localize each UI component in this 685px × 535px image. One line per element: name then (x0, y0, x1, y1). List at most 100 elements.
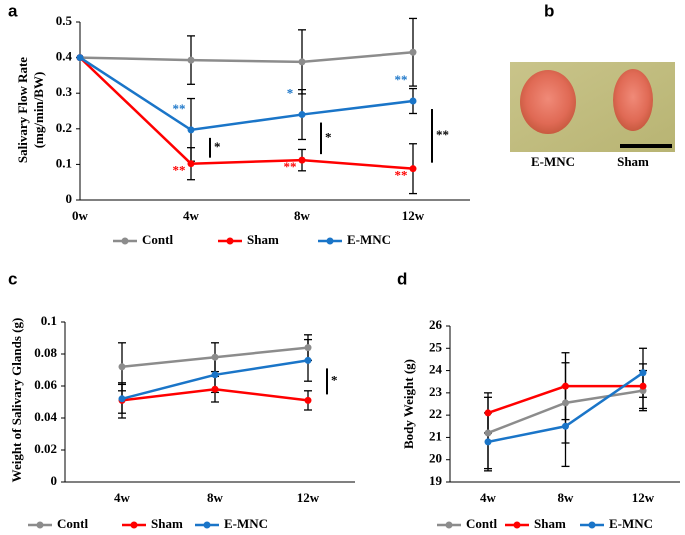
legend-marker (121, 237, 129, 245)
legend-marker (36, 521, 44, 529)
point (76, 54, 84, 62)
point (298, 111, 306, 119)
tissue (520, 70, 576, 134)
bracket-label: * (214, 139, 221, 154)
significance: ** (173, 101, 186, 116)
y-axis-label: (mg/min/BW) (31, 72, 46, 149)
series-line (79, 51, 414, 64)
legend-marker (445, 521, 453, 529)
y-tick-label: 0.2 (56, 120, 72, 135)
legend-marker (588, 521, 596, 529)
y-axis-label: Weight of Salivary Glands (g) (9, 318, 24, 483)
point (211, 385, 219, 393)
panel-label: c (8, 269, 17, 288)
y-tick-label: 0.1 (56, 155, 72, 170)
point (187, 56, 195, 64)
y-tick-label: 0 (66, 191, 73, 206)
y-tick-label: 0.4 (56, 49, 73, 64)
y-tick-label: 23 (429, 384, 443, 399)
photo-label: E-MNC (531, 154, 575, 169)
point (409, 48, 417, 56)
y-tick-label: 26 (429, 317, 443, 332)
legend-marker (130, 521, 138, 529)
y-tick-label: 0.06 (34, 377, 57, 392)
point (187, 126, 195, 134)
point (639, 369, 647, 377)
y-tick-label: 0.3 (56, 84, 73, 99)
point (562, 422, 569, 430)
legend-label: Sham (247, 232, 279, 247)
x-tick-label: 8w (558, 490, 575, 505)
significance: ** (284, 159, 297, 174)
legend-label: Contl (142, 232, 173, 247)
series-line (79, 56, 414, 132)
panel-label: b (544, 1, 554, 20)
y-tick-label: 0.5 (56, 13, 73, 28)
point (304, 396, 312, 404)
point (409, 165, 417, 173)
x-tick-label: 8w (294, 208, 311, 223)
point (562, 382, 569, 390)
point (484, 429, 492, 437)
significance: ** (395, 72, 408, 87)
point (298, 58, 306, 66)
photo-label: Sham (617, 154, 649, 169)
point (298, 156, 306, 164)
point (562, 399, 569, 407)
bracket-label: * (325, 129, 332, 144)
legend-label: Sham (151, 516, 183, 531)
y-tick-label: 22 (429, 406, 442, 421)
point (118, 395, 126, 403)
bracket-label: * (331, 372, 338, 387)
y-tick-label: 20 (429, 451, 442, 466)
x-tick-label: 12w (402, 208, 425, 223)
point (484, 438, 492, 446)
x-tick-label: 8w (207, 490, 224, 505)
y-axis-label: Body Weight (g) (401, 359, 416, 449)
point (187, 160, 195, 168)
y-tick-label: 21 (429, 428, 442, 443)
legend-marker (513, 521, 521, 529)
x-tick-label: 4w (114, 490, 131, 505)
y-tick-label: 0.1 (41, 313, 57, 328)
point (484, 409, 492, 417)
x-tick-label: 4w (183, 208, 200, 223)
series-line (79, 56, 414, 170)
x-tick-label: 12w (297, 490, 320, 505)
legend-marker (226, 237, 234, 245)
y-axis-label: Salivary Flow Rate (15, 57, 30, 163)
significance: ** (395, 168, 408, 183)
point (211, 371, 219, 379)
bracket-label: ** (436, 127, 449, 142)
legend-label: Contl (57, 516, 88, 531)
legend-label: Contl (466, 516, 497, 531)
x-tick-label: 0w (72, 208, 89, 223)
y-tick-label: 0.08 (34, 345, 57, 360)
point (639, 382, 647, 390)
photo (510, 62, 675, 152)
legend-marker (203, 521, 211, 529)
legend-label: Sham (534, 516, 566, 531)
y-tick-label: 0.04 (34, 409, 57, 424)
point (304, 344, 312, 352)
y-tick-label: 0.02 (34, 441, 57, 456)
y-tick-label: 24 (429, 362, 443, 377)
point (211, 353, 219, 361)
legend-label: E-MNC (224, 516, 268, 531)
x-tick-label: 4w (480, 490, 497, 505)
significance: ** (173, 163, 186, 178)
point (409, 97, 417, 105)
significance: * (287, 86, 294, 101)
tissue (613, 69, 653, 131)
x-tick-label: 12w (632, 490, 655, 505)
y-tick-label: 19 (429, 473, 443, 488)
y-tick-label: 25 (429, 339, 443, 354)
panel-label: d (397, 269, 407, 288)
y-tick-label: 0 (51, 473, 58, 488)
point (118, 363, 126, 371)
legend-marker (326, 237, 334, 245)
legend-label: E-MNC (347, 232, 391, 247)
panel-label: a (8, 1, 18, 20)
legend-label: E-MNC (609, 516, 653, 531)
